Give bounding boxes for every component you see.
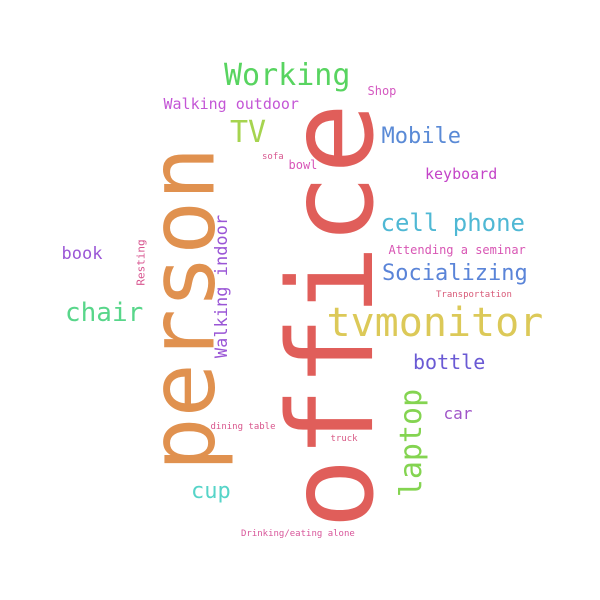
word-cup: cup	[191, 479, 231, 504]
word-mobile: Mobile	[381, 124, 461, 149]
word-walking-outdoor: Walking outdoor	[163, 94, 299, 113]
word-bowl: bowl	[288, 158, 318, 172]
word-shop: Shop	[367, 84, 397, 98]
word-transportation: Transportation	[436, 289, 512, 300]
word-chair: chair	[65, 298, 144, 328]
word-tvmonitor: tvmonitor	[326, 300, 544, 346]
word-cell-phone: cell phone	[380, 209, 526, 237]
word-sofa: sofa	[262, 151, 284, 162]
word-book: book	[61, 243, 103, 264]
word-resting: Resting	[134, 238, 148, 286]
word-working: Working	[224, 58, 351, 93]
word-walking-indoor: Walking indoor	[211, 214, 232, 358]
word-bottle: bottle	[413, 350, 486, 374]
word-socializing: Socializing	[382, 261, 528, 286]
word-dining-table: dining table	[210, 421, 276, 432]
word-truck: truck	[330, 433, 358, 444]
word-drinking-eating-alone: Drinking/eating alone	[241, 528, 355, 539]
word-laptop: laptop	[394, 388, 430, 498]
word-car: car	[443, 404, 473, 423]
word-attending-a-seminar: Attending a seminar	[388, 243, 526, 257]
word-tv: TV	[230, 115, 267, 150]
word-keyboard: keyboard	[425, 164, 498, 183]
